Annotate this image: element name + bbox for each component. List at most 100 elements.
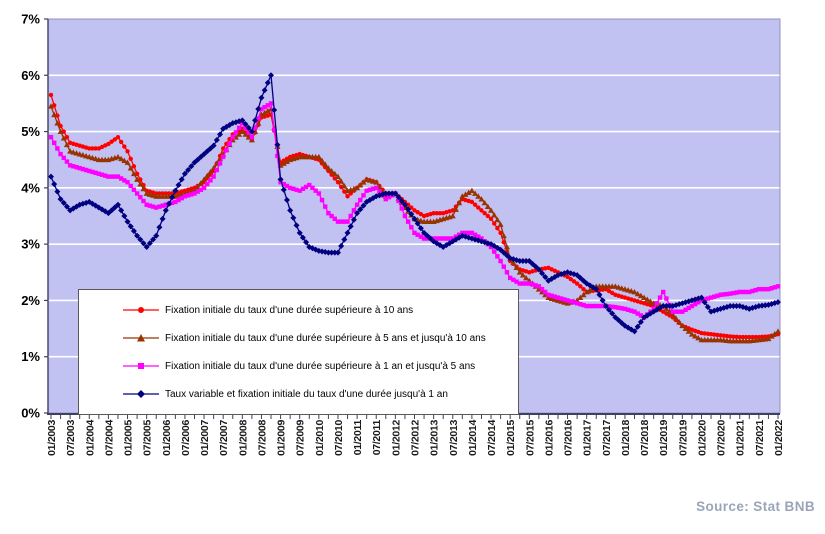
data-point-diamond — [602, 303, 609, 310]
data-point-diamond — [277, 176, 284, 183]
data-point-square — [300, 186, 306, 191]
data-point-diamond — [252, 117, 259, 124]
data-point-square — [64, 159, 70, 164]
data-point-square — [287, 185, 293, 191]
data-point-triangle — [475, 193, 482, 199]
data-point-triangle — [118, 155, 125, 162]
data-point-diamond — [178, 176, 185, 183]
data-point-triangle — [765, 335, 772, 342]
data-point-square — [530, 282, 535, 287]
data-point-square — [115, 174, 121, 179]
data-point-diamond — [660, 303, 667, 310]
data-point-triangle — [580, 291, 587, 298]
data-point-diamond — [48, 173, 54, 180]
data-point-triangle — [472, 190, 479, 196]
data-point-diamond — [357, 206, 364, 213]
data-point-square — [310, 185, 315, 191]
data-point-square — [227, 141, 232, 146]
data-point-triangle — [258, 111, 265, 118]
data-point-square — [472, 232, 478, 237]
data-point-square — [71, 164, 76, 169]
data-point-diamond — [146, 240, 153, 247]
data-point-square — [727, 291, 733, 296]
data-point-square — [345, 219, 350, 224]
data-point-triangle — [121, 157, 128, 164]
x-axis-label: 07/2003 — [65, 420, 77, 456]
data-point-square — [61, 155, 66, 161]
data-point-diamond — [283, 197, 290, 204]
data-point-circle — [571, 279, 577, 284]
data-point-diamond — [280, 186, 287, 193]
data-point-square — [619, 306, 624, 311]
data-point-diamond — [666, 303, 673, 310]
x-axis-label: 07/2014 — [486, 420, 498, 456]
data-point-triangle — [331, 170, 338, 177]
data-point-square — [147, 203, 153, 208]
data-point-diamond — [663, 303, 670, 310]
data-point-square — [55, 146, 60, 151]
data-point-circle — [712, 332, 717, 337]
data-point-diamond — [287, 207, 294, 214]
data-point-square — [118, 176, 124, 181]
data-point-diamond — [427, 235, 434, 242]
data-point-diamond — [296, 229, 303, 236]
data-point-diamond — [162, 207, 169, 214]
data-point-square — [160, 203, 165, 208]
data-point-diamond — [529, 260, 536, 267]
data-point-triangle — [242, 131, 249, 137]
data-point-triangle — [264, 107, 271, 114]
data-point-square — [759, 286, 765, 292]
data-point-diamond — [360, 202, 367, 209]
data-point-square — [549, 293, 554, 298]
data-point-square — [103, 173, 108, 178]
data-point-triangle — [519, 272, 526, 278]
x-axis-label: 01/2011 — [352, 420, 364, 456]
data-point-square — [150, 204, 156, 209]
data-point-circle — [415, 210, 420, 215]
data-point-square — [348, 213, 353, 219]
data-point-circle — [740, 334, 746, 340]
data-point-circle — [578, 284, 583, 289]
data-point-square — [613, 304, 618, 310]
data-point-diamond — [299, 234, 306, 241]
data-point-circle — [492, 221, 497, 226]
data-point-square — [185, 193, 191, 198]
data-point-triangle — [54, 120, 61, 126]
data-point-diamond — [698, 294, 705, 301]
data-point-diamond — [497, 246, 504, 253]
data-point-square — [329, 213, 334, 219]
x-axis-label: 01/2020 — [696, 420, 708, 456]
data-point-square — [409, 225, 414, 230]
data-point-square — [670, 309, 675, 314]
data-point-diamond — [169, 194, 176, 201]
data-point-square — [523, 281, 529, 286]
data-point-square — [587, 303, 593, 309]
data-point-square — [578, 301, 583, 307]
data-point-circle — [568, 276, 573, 282]
data-point-square — [370, 186, 376, 191]
x-axis-label: 01/2018 — [620, 420, 632, 456]
y-axis-label: 3% — [21, 237, 40, 252]
data-point-square — [252, 125, 258, 131]
legend-marker-shape — [138, 363, 144, 369]
data-point-square — [297, 188, 302, 193]
data-point-square — [154, 205, 159, 210]
data-point-square — [546, 292, 551, 297]
data-point-diamond — [631, 328, 638, 335]
data-point-diamond — [606, 306, 613, 313]
legend-marker-magenta-square-icon — [123, 363, 159, 369]
data-point-circle — [405, 202, 411, 207]
data-point-circle — [708, 332, 714, 337]
data-point-square — [444, 236, 449, 241]
data-point-square — [734, 290, 739, 295]
data-point-diamond — [637, 319, 644, 326]
y-axis-label: 0% — [21, 406, 40, 421]
data-point-triangle — [334, 173, 341, 179]
data-point-diamond — [574, 272, 581, 279]
data-point-diamond — [293, 222, 300, 229]
data-point-diamond — [341, 236, 348, 243]
data-point-square — [386, 195, 392, 200]
data-point-square — [766, 286, 771, 292]
data-point-diamond — [334, 249, 341, 256]
data-point-triangle — [373, 179, 380, 185]
